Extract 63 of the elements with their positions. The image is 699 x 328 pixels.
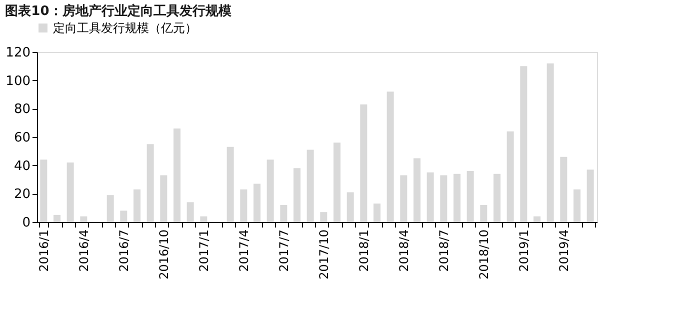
y-tick-label: 20 (14, 187, 30, 202)
bar (134, 189, 140, 222)
bar (66, 162, 74, 222)
y-tick-label: 40 (14, 158, 30, 174)
bar (494, 174, 500, 222)
x-tick-label: 2016/7 (117, 230, 132, 272)
x-tick-label: 2018/7 (437, 230, 452, 272)
bar (386, 92, 394, 222)
y-tick-label: 60 (14, 130, 30, 146)
y-tick-label: 120 (6, 46, 30, 60)
bar (200, 216, 208, 222)
bar (374, 204, 380, 222)
x-tick-label: 2016/10 (157, 230, 172, 280)
chart-title: 图表10：房地产行业定向工具发行规模 (5, 3, 232, 19)
bar (266, 160, 274, 222)
bar (560, 156, 568, 222)
x-tick-label: 2018/10 (477, 230, 492, 280)
bar (360, 104, 368, 222)
bar (534, 216, 540, 222)
bar (294, 168, 300, 222)
bar (320, 212, 328, 222)
bar (160, 175, 168, 222)
x-tick-label: 2018/4 (397, 230, 412, 272)
bar (346, 192, 354, 222)
bar (454, 174, 460, 222)
legend-label: 定向工具发行规模（亿元） (53, 21, 197, 35)
x-tick-label: 2017/10 (317, 230, 332, 280)
x-tick-label: 2018/1 (357, 230, 372, 272)
bar (586, 170, 594, 222)
x-tick-label: 2017/4 (237, 230, 252, 272)
x-tick-label: 2019/1 (517, 230, 532, 272)
y-tick-label: 80 (14, 102, 30, 118)
bar (280, 205, 288, 222)
bar (400, 175, 408, 222)
bar (106, 195, 114, 222)
x-tick-label: 2016/4 (77, 230, 92, 272)
x-tick-label: 2017/7 (277, 230, 292, 272)
x-tick-label: 2019/4 (557, 230, 572, 272)
bar (240, 189, 248, 222)
bar (480, 205, 488, 222)
bar (174, 128, 180, 222)
bar (426, 172, 434, 222)
bar (334, 142, 340, 222)
bar (40, 160, 48, 222)
bar (414, 158, 420, 222)
bar (466, 171, 474, 222)
bar (306, 150, 314, 222)
x-tick-label: 2016/1 (37, 230, 52, 272)
bar (254, 184, 260, 222)
bar (226, 146, 234, 222)
bar (546, 63, 554, 222)
bar (146, 144, 154, 222)
y-tick-label: 0 (22, 216, 30, 230)
bar (520, 66, 528, 222)
bar (80, 216, 88, 222)
bar (120, 210, 128, 222)
bar (574, 189, 580, 222)
bar (186, 202, 194, 222)
y-tick-label: 100 (6, 74, 30, 89)
bar (54, 214, 60, 222)
bar (440, 175, 448, 222)
bar (506, 131, 514, 222)
x-tick-label: 2017/1 (197, 230, 212, 272)
